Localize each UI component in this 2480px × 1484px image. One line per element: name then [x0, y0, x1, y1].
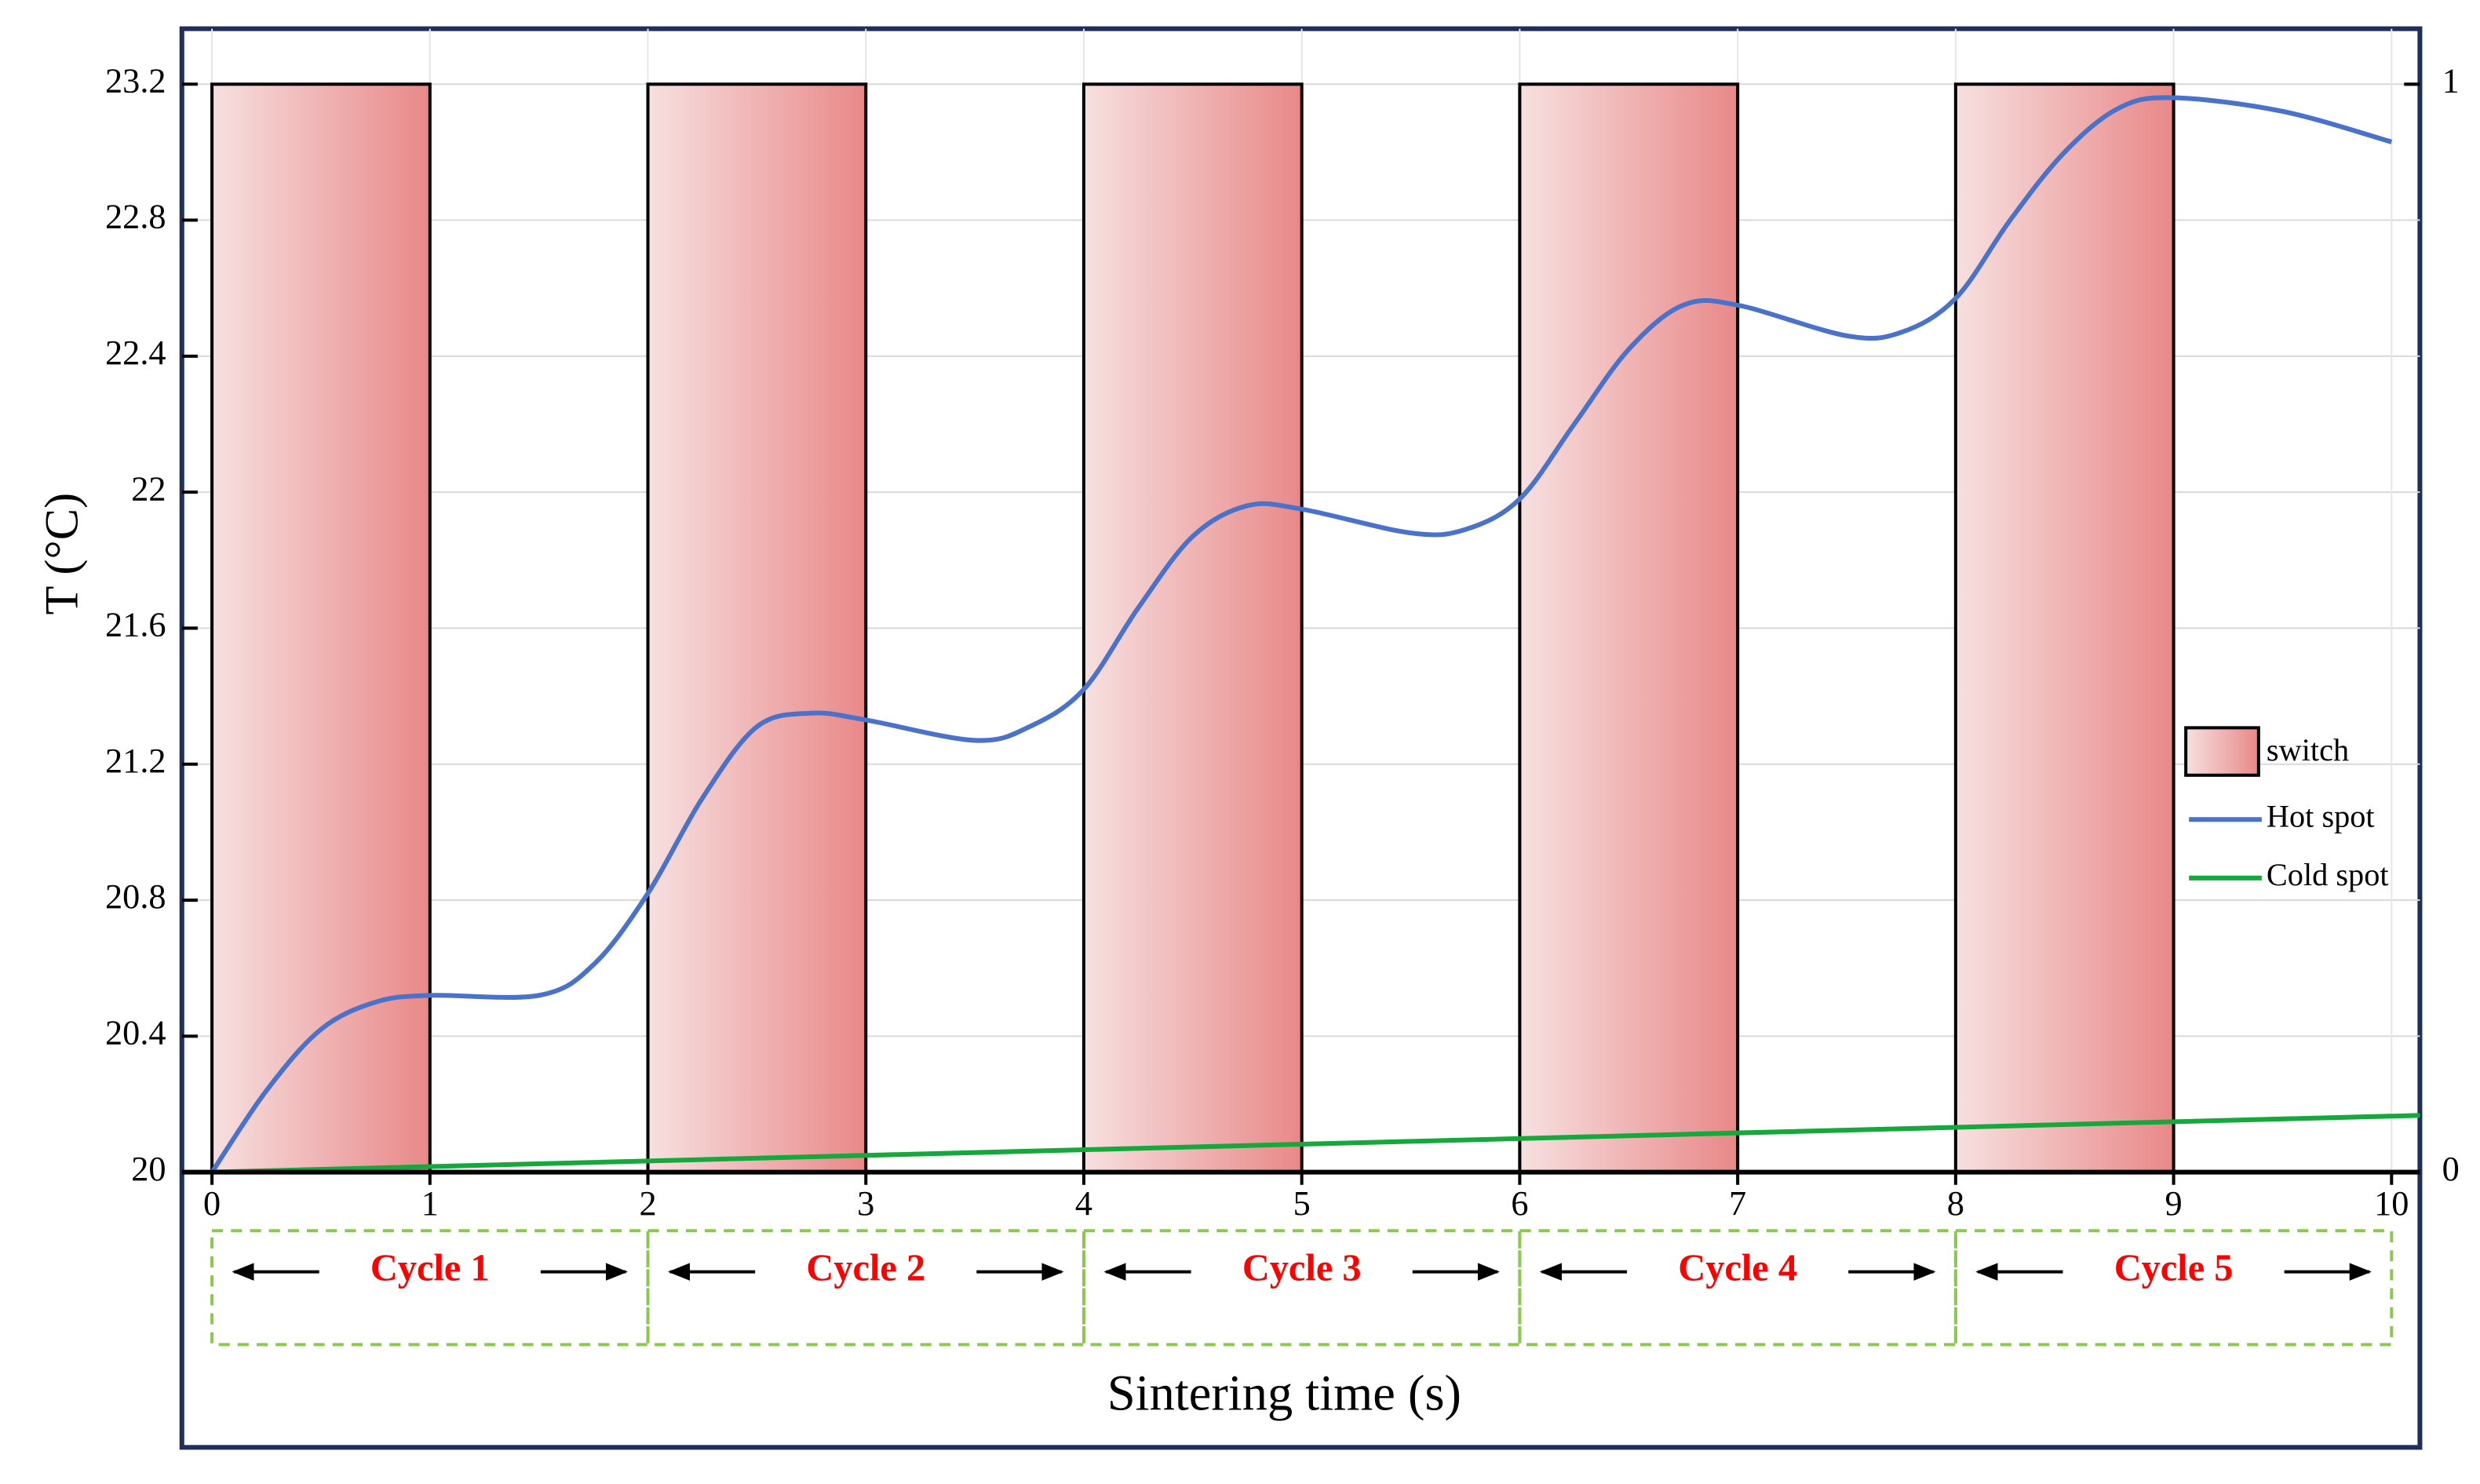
series-line — [212, 1113, 2420, 1175]
x-tick-label: 5 — [1293, 1183, 1311, 1223]
x-tick-label: 10 — [2374, 1183, 2409, 1223]
y-tick-label: 22.8 — [105, 197, 166, 236]
legend-label: switch — [2267, 732, 2349, 768]
y-tick-label: 20.8 — [105, 877, 166, 916]
cycle-label: Cycle 2 — [806, 1248, 925, 1289]
cycle-box — [1953, 1229, 2394, 1347]
cycle-box — [646, 1229, 1085, 1347]
switch-bar — [1953, 82, 2175, 1174]
switch-bar — [1081, 82, 1304, 1174]
switch-bar — [646, 82, 868, 1174]
x-tick-label: 7 — [1729, 1183, 1746, 1223]
x-tick-label: 4 — [1075, 1183, 1092, 1223]
legend-label: Hot spot — [2267, 798, 2375, 833]
legend-swatch — [2184, 726, 2260, 777]
y-tick-label: 20 — [131, 1149, 166, 1188]
series-line — [210, 95, 2393, 1174]
cycle-box — [210, 1229, 650, 1347]
y2-tick-label: 1 — [2442, 60, 2460, 100]
x-tick-label: 8 — [1947, 1183, 1964, 1223]
switch-bar — [210, 82, 432, 1174]
x-tick-label: 6 — [1511, 1183, 1528, 1223]
y-tick-label: 21.2 — [105, 741, 166, 780]
cycle-label: Cycle 1 — [370, 1248, 490, 1289]
y-tick-label: 22 — [131, 469, 166, 508]
cycle-box — [1081, 1229, 1522, 1347]
y-tick-label: 21.6 — [105, 605, 166, 644]
y-tick-label: 23.2 — [105, 60, 166, 100]
cycle-label: Cycle 5 — [2114, 1248, 2234, 1289]
cycle-box — [1518, 1229, 1957, 1347]
x-tick-label: 0 — [203, 1183, 221, 1223]
x-tick-label: 9 — [2165, 1183, 2183, 1223]
x-tick-label: 2 — [639, 1183, 656, 1223]
y-tick-label: 20.4 — [105, 1013, 166, 1052]
legend-label: Cold spot — [2267, 857, 2389, 892]
switch-bar — [1518, 82, 1740, 1174]
x-tick-label: 1 — [421, 1183, 439, 1223]
y-axis-label: T (°C) — [36, 493, 89, 615]
y2-tick-label: 0 — [2442, 1149, 2460, 1188]
y-tick-label: 22.4 — [105, 333, 166, 372]
cycle-label: Cycle 4 — [1678, 1248, 1797, 1289]
x-axis-label: Sintering time (s) — [1107, 1365, 1461, 1421]
x-tick-label: 3 — [857, 1183, 874, 1223]
cycle-label: Cycle 3 — [1242, 1248, 1362, 1289]
